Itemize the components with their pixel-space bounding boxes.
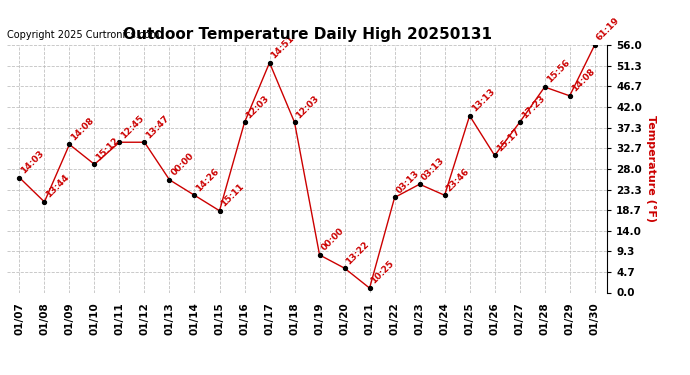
Text: 17:23: 17:23: [520, 93, 546, 120]
Text: 00:00: 00:00: [170, 152, 196, 178]
Text: 12:03: 12:03: [244, 94, 271, 120]
Point: [564, 93, 575, 99]
Text: 12:03: 12:03: [295, 94, 321, 120]
Text: 14:51: 14:51: [270, 34, 296, 60]
Text: 14:03: 14:03: [19, 149, 46, 176]
Text: 14:26: 14:26: [195, 166, 221, 193]
Point: [514, 119, 525, 125]
Point: [489, 153, 500, 159]
Text: 03:13: 03:13: [395, 169, 421, 195]
Text: 10:25: 10:25: [370, 260, 396, 286]
Text: 13:22: 13:22: [344, 239, 371, 266]
Point: [89, 161, 100, 167]
Point: [389, 195, 400, 201]
Point: [64, 141, 75, 147]
Point: [139, 139, 150, 145]
Text: 15:11: 15:11: [219, 182, 246, 209]
Point: [164, 177, 175, 183]
Text: 12:45: 12:45: [119, 113, 146, 140]
Y-axis label: Temperature (°F): Temperature (°F): [646, 115, 656, 222]
Point: [189, 192, 200, 198]
Text: Copyright 2025 Curtronics.com: Copyright 2025 Curtronics.com: [7, 30, 159, 40]
Title: Outdoor Temperature Daily High 20250131: Outdoor Temperature Daily High 20250131: [123, 27, 491, 42]
Point: [239, 119, 250, 125]
Text: 00:00: 00:00: [319, 226, 346, 253]
Text: 14:08: 14:08: [70, 116, 96, 142]
Text: 03:13: 03:13: [420, 156, 446, 182]
Point: [214, 208, 225, 214]
Text: 15:12: 15:12: [95, 135, 121, 162]
Point: [14, 175, 25, 181]
Point: [264, 60, 275, 66]
Point: [314, 252, 325, 258]
Text: 15:56: 15:56: [544, 58, 571, 85]
Point: [39, 199, 50, 205]
Text: 23:46: 23:46: [444, 166, 471, 193]
Point: [539, 84, 550, 90]
Point: [114, 139, 125, 145]
Point: [339, 265, 350, 271]
Point: [439, 192, 450, 198]
Text: 15:17: 15:17: [495, 127, 522, 153]
Text: 13:13: 13:13: [470, 87, 496, 114]
Point: [414, 181, 425, 187]
Point: [589, 42, 600, 48]
Text: 13:44: 13:44: [44, 173, 71, 200]
Point: [364, 285, 375, 291]
Point: [464, 113, 475, 119]
Text: 61:19: 61:19: [595, 16, 622, 43]
Point: [289, 119, 300, 125]
Text: 14:08: 14:08: [570, 67, 596, 94]
Text: 13:47: 13:47: [144, 113, 171, 140]
